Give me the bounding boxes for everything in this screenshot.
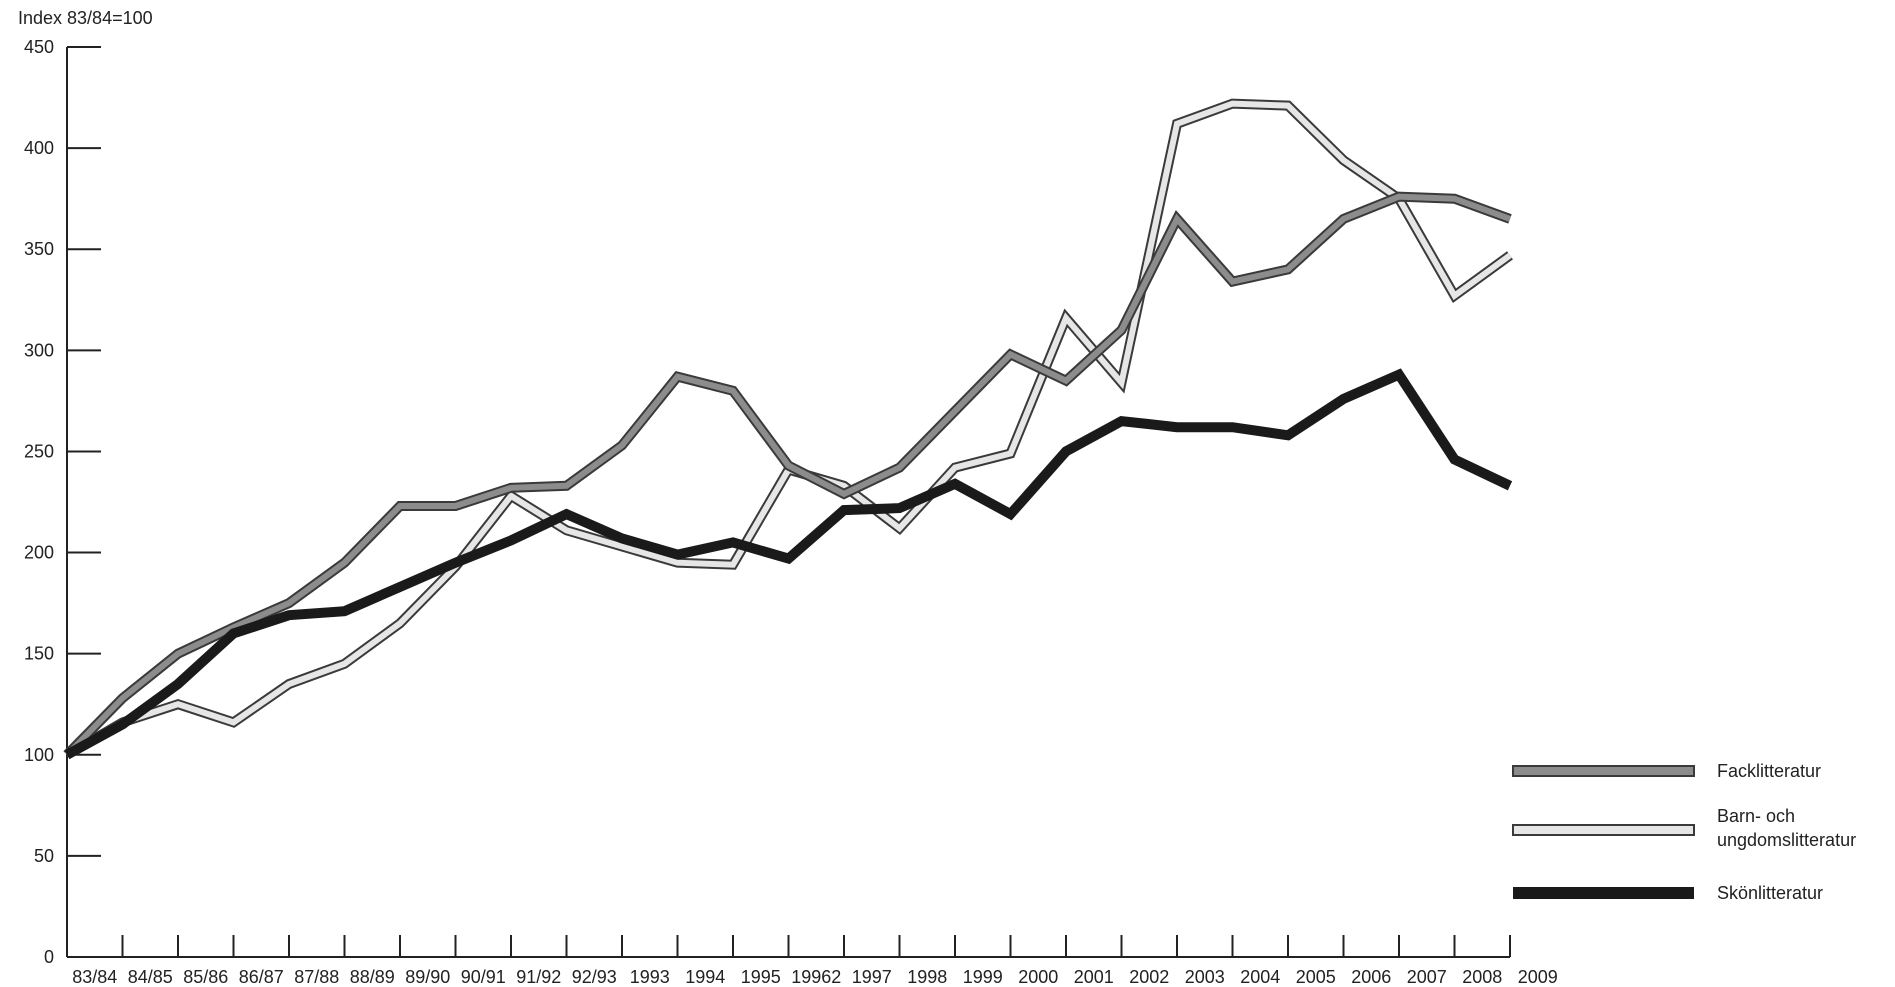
x-tick-label: 84/85 — [128, 967, 173, 987]
x-tick-label: 2001 — [1074, 967, 1114, 987]
y-tick-label: 450 — [24, 37, 54, 57]
x-tick-label: 2008 — [1462, 967, 1502, 987]
legend-swatch — [1512, 824, 1695, 836]
legend-swatch — [1512, 765, 1695, 777]
y-axis-unit-label: Index 83/84=100 — [18, 8, 153, 28]
x-tick-label: 85/86 — [183, 967, 228, 987]
series-line — [64, 368, 1513, 760]
x-tick-label: 2000 — [1018, 967, 1058, 987]
y-tick-label: 300 — [24, 340, 54, 360]
x-tick-label: 86/87 — [239, 967, 284, 987]
y-tick-label: 50 — [34, 846, 54, 866]
x-tick-label: 1999 — [963, 967, 1003, 987]
series-skönlitteratur — [64, 368, 1513, 760]
x-tick-label: 2002 — [1129, 967, 1169, 987]
legend-item: Facklitteratur — [1512, 761, 1821, 781]
x-tick-label: 89/90 — [405, 967, 450, 987]
x-tick-label: 92/93 — [572, 967, 617, 987]
x-tick-label: 1993 — [630, 967, 670, 987]
legend-item: Skönlitteratur — [1513, 883, 1823, 903]
x-tick-label: 90/91 — [461, 967, 506, 987]
axes: 0 50 100 150 200 250 300 350 400 450 83/84 84/85 85/… — [24, 37, 1558, 987]
x-tick-label: 1994 — [685, 967, 725, 987]
x-tick-label: 2007 — [1407, 967, 1447, 987]
x-tick-label: 2003 — [1185, 967, 1225, 987]
y-tick-label: 0 — [44, 947, 54, 967]
x-tick-label: 1997 — [852, 967, 892, 987]
x-tick-label: 1995 — [741, 967, 781, 987]
x-tick-label: 2009 — [1518, 967, 1558, 987]
legend: Facklitteratur Barn- och ungdomslitteratur… — [1512, 761, 1856, 903]
x-tick-label: 2005 — [1296, 967, 1336, 987]
y-tick-label: 100 — [24, 745, 54, 765]
legend-swatch — [1513, 887, 1694, 899]
legend-label: Barn- och ungdomslitteratur — [1717, 806, 1856, 850]
x-tick-label: 1998 — [907, 967, 947, 987]
x-tick-label: 2004 — [1240, 967, 1280, 987]
legend-label: Skönlitteratur — [1717, 883, 1823, 903]
x-tick-label: 91/92 — [516, 967, 561, 987]
y-tick-label: 350 — [24, 239, 54, 259]
x-tick-label: 83/84 — [72, 967, 117, 987]
y-tick-label: 200 — [24, 543, 54, 563]
series-layer — [63, 98, 1513, 760]
x-tick-label: 88/89 — [350, 967, 395, 987]
y-tick-label: 250 — [24, 441, 54, 461]
series-facklitteratur — [63, 191, 1512, 759]
y-tick-label: 400 — [24, 138, 54, 158]
legend-label: Facklitteratur — [1717, 761, 1821, 781]
x-tick-label: 2006 — [1351, 967, 1391, 987]
y-tick-label: 150 — [24, 644, 54, 664]
x-tick-label: 19962 — [791, 967, 841, 987]
x-tick-label: 87/88 — [294, 967, 339, 987]
series-line — [64, 193, 1512, 757]
legend-item: Barn- och ungdomslitteratur — [1512, 806, 1856, 850]
